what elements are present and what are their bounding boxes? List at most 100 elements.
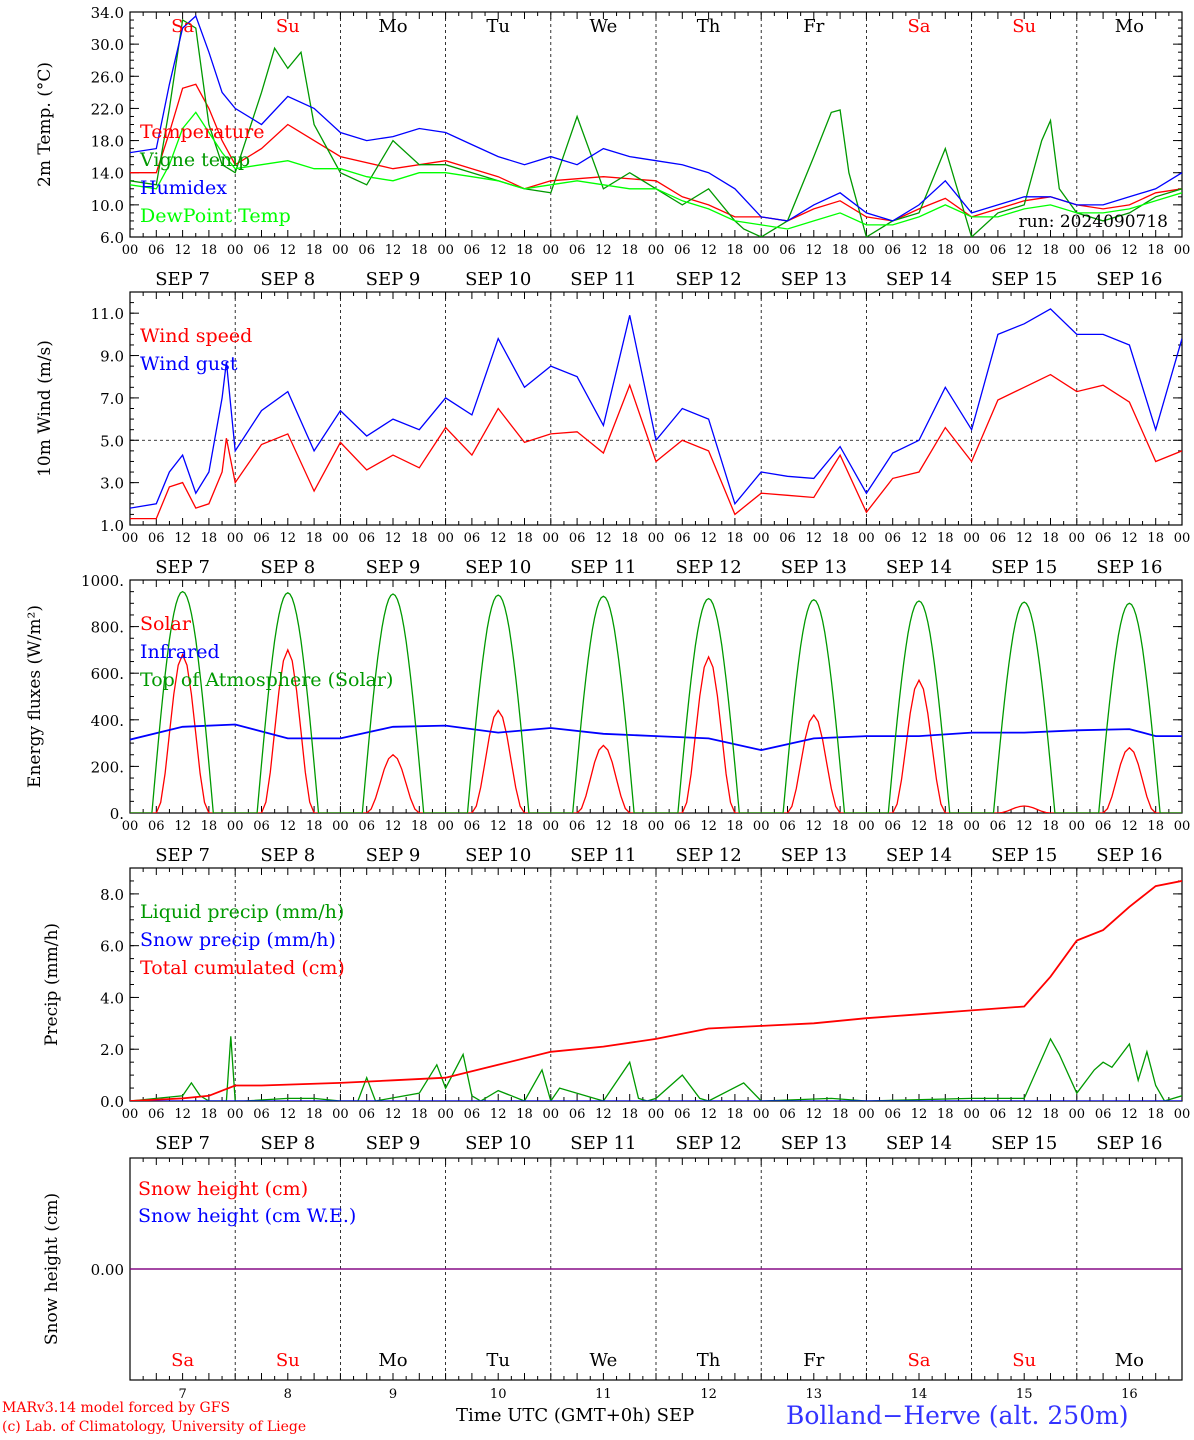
- y-tick-label: 3.0: [100, 475, 124, 493]
- hour-tick-label: 06: [1095, 243, 1112, 258]
- legend-entry: Liquid precip (mm/h): [140, 901, 344, 923]
- legend-entry: Solar: [140, 613, 192, 635]
- legend-entry: Snow height (cm): [138, 1178, 308, 1200]
- hour-tick-label: 12: [595, 531, 612, 546]
- date-label: SEP 14: [886, 557, 952, 578]
- date-label: SEP 10: [465, 1133, 531, 1154]
- hour-tick-label: 18: [727, 531, 744, 546]
- hour-tick-label: 12: [490, 531, 507, 546]
- hour-tick-label: 18: [201, 819, 218, 834]
- y-axis-label: Snow height (cm): [42, 1193, 62, 1345]
- hour-tick-label: 00: [543, 819, 560, 834]
- hour-tick-label: 00: [858, 819, 875, 834]
- y-tick-label: 1000.: [81, 572, 124, 590]
- hour-tick-label: 00: [332, 243, 349, 258]
- panel-3: 0. 200. 400. 600. 800. 1000. Energy fluxes (W/…: [25, 572, 1190, 866]
- hour-tick-label: 12: [174, 819, 191, 834]
- date-label: SEP 8: [260, 557, 315, 578]
- day-number-label: 13: [806, 1387, 823, 1402]
- series-line-dewpoint-temp: [130, 111, 1182, 230]
- date-label: SEP 16: [1096, 1133, 1162, 1154]
- day-name-label: Mo: [1115, 16, 1144, 37]
- hour-tick-label: 18: [516, 819, 533, 834]
- hour-tick-label: 00: [437, 531, 454, 546]
- hour-tick-label: 06: [990, 1107, 1007, 1122]
- y-tick-label: 22.0: [91, 100, 124, 118]
- run-label: run: 2024090718: [1019, 212, 1168, 232]
- hour-tick-label: 00: [543, 1107, 560, 1122]
- hour-tick-label: 06: [358, 531, 375, 546]
- hour-tick-label: 18: [1147, 243, 1164, 258]
- hour-tick-label: 18: [937, 1107, 954, 1122]
- hour-tick-label: 00: [227, 819, 244, 834]
- hour-tick-label: 06: [358, 819, 375, 834]
- series-line-infrared: [130, 723, 1182, 752]
- hour-tick-label: 00: [332, 1107, 349, 1122]
- day-name-label: Su: [276, 16, 300, 37]
- day-name-label: Sa: [171, 1350, 194, 1371]
- hour-tick-label: 06: [569, 1107, 586, 1122]
- y-tick-label: 7.0: [100, 390, 124, 408]
- date-label: SEP 9: [366, 269, 421, 290]
- hour-tick-label: 18: [306, 1107, 323, 1122]
- date-label: SEP 13: [781, 845, 847, 866]
- hour-tick-label: 18: [621, 531, 638, 546]
- hour-tick-label: 00: [1174, 819, 1191, 834]
- y-tick-label: 8.0: [100, 886, 124, 904]
- y-axis-label: Energy fluxes (W/m²): [25, 605, 45, 788]
- y-tick-label: 4.0: [100, 989, 124, 1007]
- day-name-label: Mo: [378, 1350, 407, 1371]
- series-line-temperature: [130, 83, 1182, 222]
- hour-tick-label: 18: [832, 243, 849, 258]
- day-name-label: Th: [697, 16, 721, 37]
- date-label: SEP 14: [886, 269, 952, 290]
- hour-tick-label: 12: [806, 531, 823, 546]
- y-tick-label: 10.0: [91, 197, 124, 215]
- day-name-label: Su: [1012, 1350, 1036, 1371]
- panel-1: 6.0 10.0 14.0 18.0 22.0 26.0 30.0 34.0 2m Temp. …: [35, 4, 1190, 290]
- hour-tick-label: 12: [385, 819, 402, 834]
- legend-entry: Temperature: [140, 121, 264, 143]
- hour-tick-label: 12: [806, 819, 823, 834]
- date-label: SEP 8: [260, 845, 315, 866]
- day-name-label: Fr: [803, 1350, 824, 1371]
- date-label: SEP 10: [465, 557, 531, 578]
- time-axis-title: Time UTC (GMT+0h) SEP: [456, 1405, 694, 1426]
- hour-tick-label: 18: [621, 243, 638, 258]
- date-label: SEP 7: [155, 1133, 210, 1154]
- date-label: SEP 13: [781, 1133, 847, 1154]
- hour-tick-label: 18: [621, 819, 638, 834]
- hour-tick-label: 12: [174, 1107, 191, 1122]
- hour-tick-label: 06: [884, 819, 901, 834]
- day-name-label: Tu: [486, 16, 510, 37]
- legend-entry: Humidex: [140, 177, 227, 199]
- hour-tick-label: 00: [858, 243, 875, 258]
- y-tick-label: 1.0: [100, 517, 124, 535]
- hour-tick-label: 18: [1042, 1107, 1059, 1122]
- day-name-label: Sa: [171, 16, 194, 37]
- hour-tick-label: 00: [858, 1107, 875, 1122]
- hour-tick-label: 00: [753, 1107, 770, 1122]
- hour-tick-label: 00: [543, 531, 560, 546]
- day-name-label: Th: [697, 1350, 721, 1371]
- hour-tick-label: 12: [700, 819, 717, 834]
- day-name-label: We: [590, 16, 618, 37]
- series-line-total-cumulated-cm-: [130, 880, 1182, 1101]
- hour-tick-label: 00: [437, 243, 454, 258]
- hour-tick-label: 06: [148, 531, 165, 546]
- hour-tick-label: 12: [700, 1107, 717, 1122]
- legend-entry: Top of Atmosphere (Solar): [140, 669, 393, 691]
- hour-tick-label: 06: [1095, 531, 1112, 546]
- date-label: SEP 11: [570, 1133, 636, 1154]
- hour-tick-label: 12: [806, 243, 823, 258]
- hour-tick-label: 12: [174, 531, 191, 546]
- day-number-label: 12: [700, 1387, 717, 1402]
- hour-tick-label: 18: [621, 1107, 638, 1122]
- panel-4: 0.0 2.0 4.0 6.0 8.0 Precip (mm/h) Liquid preci…: [42, 867, 1190, 1154]
- hour-tick-label: 18: [516, 531, 533, 546]
- hour-tick-label: 00: [543, 243, 560, 258]
- series-line-liquid-precip-mm-h-: [130, 1036, 1182, 1101]
- hour-tick-label: 00: [332, 531, 349, 546]
- legend-entry: Total cumulated (cm): [140, 957, 345, 979]
